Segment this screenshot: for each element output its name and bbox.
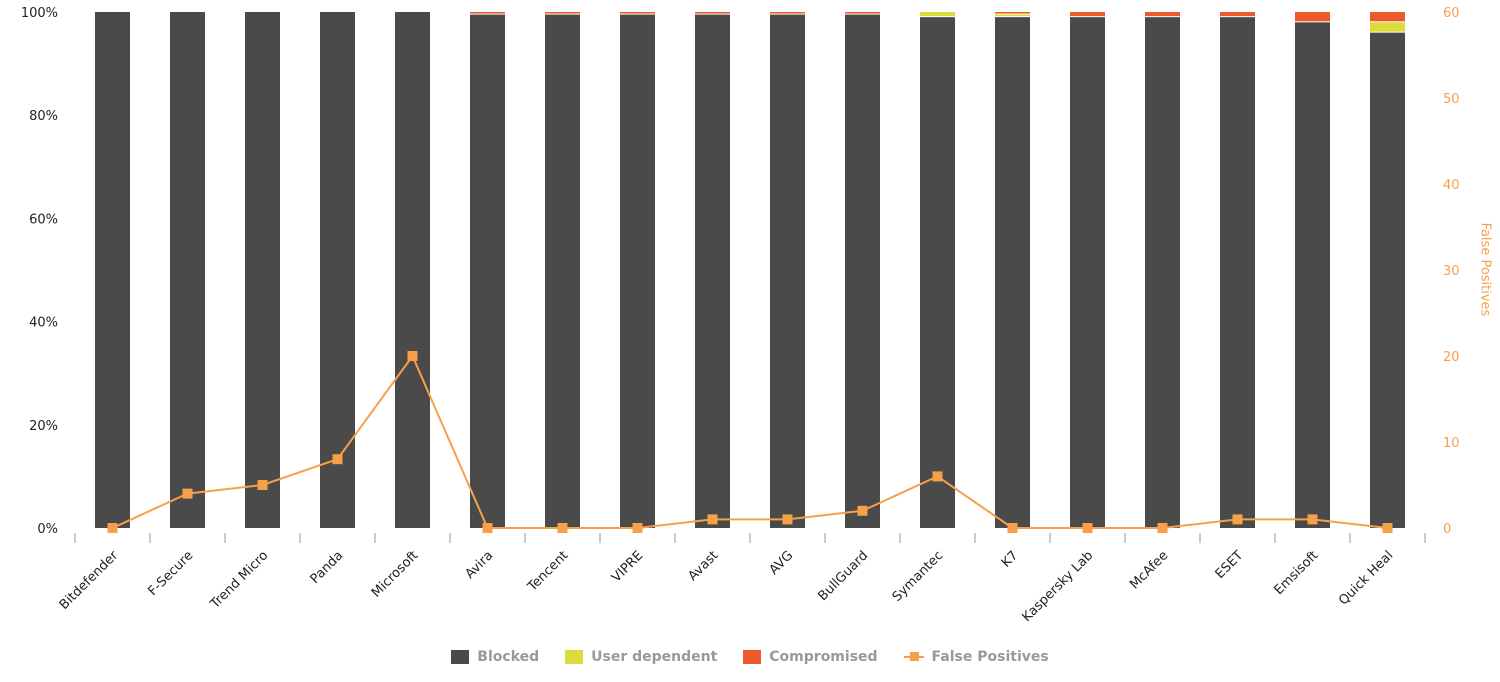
false-positives-marker — [1007, 523, 1018, 533]
bar-blocked — [1145, 17, 1180, 528]
left-tick-label: 100% — [21, 6, 58, 21]
right-tick-label: 50 — [1443, 92, 1460, 107]
bar-blocked — [995, 17, 1030, 528]
bar-blocked — [920, 17, 955, 528]
bar-blocked — [845, 14, 880, 528]
false-positives-marker — [1307, 514, 1318, 525]
left-tick-label: 40% — [29, 316, 58, 331]
bar-compromised — [845, 12, 880, 14]
false-positives-marker — [1157, 523, 1168, 533]
bar-compromised — [770, 12, 805, 14]
false-positives-marker — [257, 480, 268, 490]
legend-label: User dependent — [591, 649, 718, 665]
category-label: Tencent — [524, 548, 571, 595]
bar-blocked — [770, 14, 805, 528]
bar-blocked — [1295, 22, 1330, 528]
bar-compromised — [1070, 12, 1105, 17]
bar-compromised — [470, 12, 505, 14]
bar-compromised — [1220, 12, 1255, 17]
bar-user-dependent — [995, 14, 1030, 17]
legend-item[interactable]: Compromised — [743, 649, 878, 665]
legend: Blocked User dependent Compromised False Po… — [0, 649, 1500, 665]
right-tick-label: 30 — [1443, 264, 1460, 279]
false-positives-marker — [1382, 523, 1393, 533]
bar-blocked — [95, 12, 130, 528]
false-positives-line — [112, 353, 1388, 529]
category-label: Avira — [463, 548, 497, 582]
bar-blocked — [620, 14, 655, 528]
legend-label: Blocked — [477, 649, 540, 665]
legend-item[interactable]: Blocked — [451, 649, 539, 665]
category-label: Quick Heal — [1336, 548, 1396, 608]
bar-compromised — [1145, 12, 1180, 17]
category-label: F-Secure — [146, 548, 197, 599]
right-tick-label: 40 — [1443, 178, 1460, 193]
false-positives-marker — [707, 514, 718, 525]
bar-blocked — [395, 12, 430, 528]
bar-compromised — [620, 12, 655, 14]
category-label: Trend Micro — [207, 548, 271, 612]
false-positives-marker — [332, 454, 343, 465]
legend-label: False Positives — [931, 649, 1049, 665]
false-positives-marker — [782, 514, 793, 525]
category-label: Panda — [308, 548, 347, 587]
bar-blocked — [470, 14, 505, 528]
category-label: ESET — [1213, 548, 1247, 582]
false-positives-marker — [632, 523, 643, 533]
bar-blocked — [1220, 17, 1255, 528]
category-label: K7 — [999, 548, 1021, 570]
category-label: Kaspersky Lab — [1019, 548, 1096, 625]
false-positives-marker — [482, 523, 493, 533]
right-tick-label: 10 — [1443, 436, 1460, 451]
false-positives-marker — [857, 505, 868, 516]
false-positives-marker — [107, 523, 118, 533]
bar-blocked — [245, 12, 280, 528]
bar-blocked — [695, 14, 730, 528]
category-label: Microsoft — [369, 548, 421, 600]
false-positives-marker — [407, 351, 418, 361]
right-axis-title: False Positives — [1477, 222, 1493, 317]
bar-user-dependent — [1370, 22, 1405, 32]
category-label: BullGuard — [815, 548, 871, 604]
bar-blocked — [545, 14, 580, 528]
left-tick-label: 60% — [29, 212, 58, 227]
bar-compromised — [1370, 12, 1405, 22]
legend-swatch — [743, 650, 762, 664]
legend-swatch — [565, 650, 584, 664]
false-positives-marker — [557, 523, 568, 533]
left-tick-label: 0% — [37, 522, 58, 537]
category-label: Symantec — [890, 548, 947, 605]
false-positives-marker — [182, 488, 193, 499]
false-positives-marker — [932, 471, 943, 482]
false-positives-marker — [1082, 523, 1093, 533]
left-tick-label: 20% — [29, 419, 58, 434]
bar-blocked — [1370, 32, 1405, 528]
category-label: Emsisoft — [1272, 548, 1322, 598]
bar-blocked — [320, 12, 355, 528]
right-tick-label: 20 — [1443, 350, 1460, 365]
category-label: Bitdefender — [57, 548, 122, 613]
bar-user-dependent — [920, 12, 955, 17]
bar-blocked — [1070, 17, 1105, 528]
right-tick-label: 0 — [1443, 522, 1451, 537]
bar-compromised — [1295, 12, 1330, 22]
bar-compromised — [695, 12, 730, 14]
right-tick-label: 60 — [1443, 6, 1460, 21]
left-tick-label: 80% — [29, 109, 58, 124]
category-label: AVG — [767, 548, 797, 578]
bar-blocked — [170, 12, 205, 528]
bar-compromised — [545, 12, 580, 14]
legend-swatch — [451, 650, 470, 664]
category-label: Avast — [685, 548, 721, 584]
category-label: VIPRE — [609, 548, 646, 585]
legend-swatch — [903, 652, 924, 661]
legend-label: Compromised — [769, 649, 878, 665]
false-positives-marker — [1232, 514, 1243, 525]
bar-compromised — [995, 12, 1030, 14]
category-label: McAfee — [1127, 548, 1171, 592]
legend-item[interactable]: False Positives — [903, 649, 1049, 665]
legend-item[interactable]: User dependent — [565, 649, 717, 665]
